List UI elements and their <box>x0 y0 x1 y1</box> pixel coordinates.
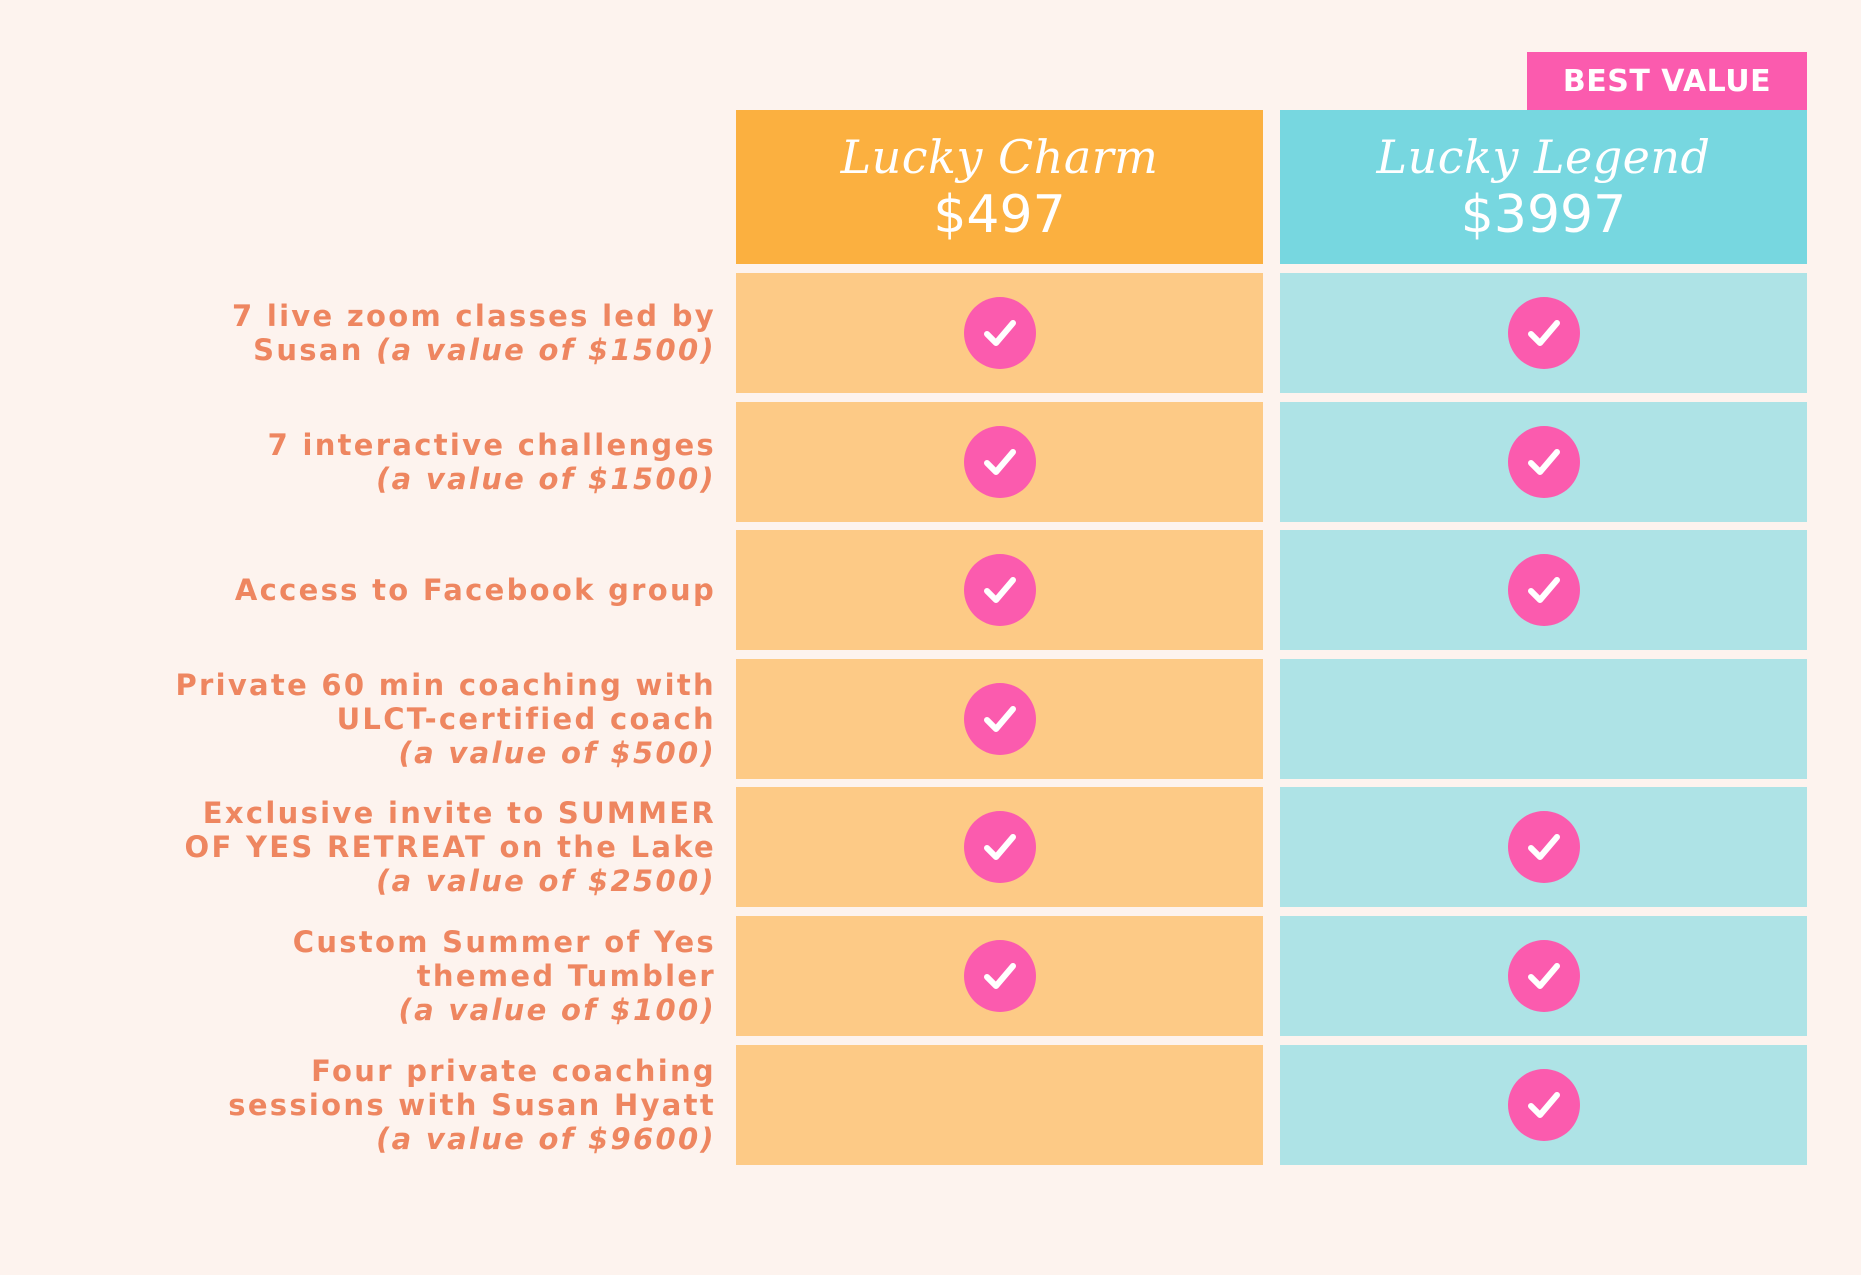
cell-lucky-charm <box>736 273 1263 393</box>
check-icon <box>1507 554 1580 626</box>
feature-text: themed Tumbler <box>416 959 716 993</box>
check-icon <box>1507 940 1580 1012</box>
feature-label: 7 interactive challenges (a value of $150… <box>0 402 716 522</box>
feature-text: ULCT-certified coach <box>336 702 716 736</box>
check-icon <box>1507 1069 1580 1141</box>
check-icon <box>1507 426 1580 498</box>
check-icon <box>963 940 1036 1012</box>
cell-lucky-legend <box>1280 530 1807 650</box>
feature-text: 7 interactive challenges <box>267 428 716 462</box>
feature-text: Private 60 min coaching with <box>175 668 716 702</box>
feature-label: Four private coaching sessions with Susan… <box>0 1045 716 1165</box>
feature-value-line: (a value of $1500) <box>376 462 716 496</box>
check-icon <box>963 683 1036 755</box>
feature-value-line: (a value of $100) <box>399 993 716 1027</box>
feature-text: OF YES RETREAT on the Lake <box>184 830 716 864</box>
table-row: Access to Facebook group <box>0 530 1861 650</box>
cell-lucky-charm <box>736 787 1263 907</box>
plan-header-lucky-legend: Lucky Legend $3997 <box>1280 110 1807 264</box>
feature-value-line: (a value of $9600) <box>376 1122 716 1156</box>
feature-text: Exclusive invite to SUMMER <box>202 796 716 830</box>
best-value-badge: BEST VALUE <box>1527 52 1807 110</box>
cell-lucky-charm <box>736 916 1263 1036</box>
check-icon <box>963 426 1036 498</box>
table-row: Custom Summer of Yes themed Tumbler (a val… <box>0 916 1861 1036</box>
cell-lucky-legend <box>1280 659 1807 779</box>
feature-value-note: (a value of $100) <box>398 993 716 1027</box>
table-row: Four private coaching sessions with Susan… <box>0 1045 1861 1165</box>
check-icon <box>963 811 1036 883</box>
table-row: Exclusive invite to SUMMER OF YES RETREAT… <box>0 787 1861 907</box>
feature-label: Exclusive invite to SUMMER OF YES RETREAT… <box>0 787 716 907</box>
table-row: 7 interactive challenges (a value of $150… <box>0 402 1861 522</box>
cell-lucky-charm <box>736 659 1263 779</box>
feature-label: 7 live zoom classes led by Susan (a value… <box>0 273 716 393</box>
feature-text: sessions with Susan Hyatt <box>228 1088 716 1122</box>
plan-name: Lucky Charm <box>840 130 1159 184</box>
check-icon <box>1507 811 1580 883</box>
cell-lucky-legend <box>1280 273 1807 393</box>
feature-text: Custom Summer of Yes <box>292 925 716 959</box>
check-icon <box>963 297 1036 369</box>
cell-lucky-legend <box>1280 402 1807 522</box>
check-icon <box>963 554 1036 626</box>
feature-value-note: (a value of $1500) <box>376 333 716 367</box>
feature-value-line: (a value of $500) <box>399 736 716 770</box>
table-row: 7 live zoom classes led by Susan (a value… <box>0 273 1861 393</box>
cell-lucky-legend <box>1280 1045 1807 1165</box>
table-row: Private 60 min coaching with ULCT-certifi… <box>0 659 1861 779</box>
cell-lucky-legend <box>1280 916 1807 1036</box>
plan-header-lucky-charm: Lucky Charm $497 <box>736 110 1263 264</box>
cell-lucky-charm <box>736 402 1263 522</box>
feature-value-note: (a value of $9600) <box>376 1122 716 1156</box>
plan-price: $3997 <box>1460 185 1627 245</box>
feature-value-line: (a value of $2500) <box>376 864 716 898</box>
feature-label: Custom Summer of Yes themed Tumbler (a val… <box>0 916 716 1036</box>
cell-lucky-charm <box>736 1045 1263 1165</box>
feature-text: Susan <box>253 333 377 367</box>
feature-text: Four private coaching <box>311 1054 716 1088</box>
cell-lucky-legend <box>1280 787 1807 907</box>
feature-value-line: Susan (a value of $1500) <box>253 333 716 367</box>
cell-lucky-charm <box>736 530 1263 650</box>
feature-value-note: (a value of $500) <box>398 736 716 770</box>
check-icon <box>1507 297 1580 369</box>
feature-text: Access to Facebook group <box>234 573 716 607</box>
plan-price: $497 <box>933 185 1066 245</box>
plan-name: Lucky Legend <box>1376 130 1711 184</box>
feature-label: Private 60 min coaching with ULCT-certifi… <box>0 659 716 779</box>
feature-label: Access to Facebook group <box>0 530 716 650</box>
feature-value-note: (a value of $2500) <box>376 864 716 898</box>
feature-text: 7 live zoom classes led by <box>231 299 716 333</box>
feature-value-note: (a value of $1500) <box>376 462 716 496</box>
